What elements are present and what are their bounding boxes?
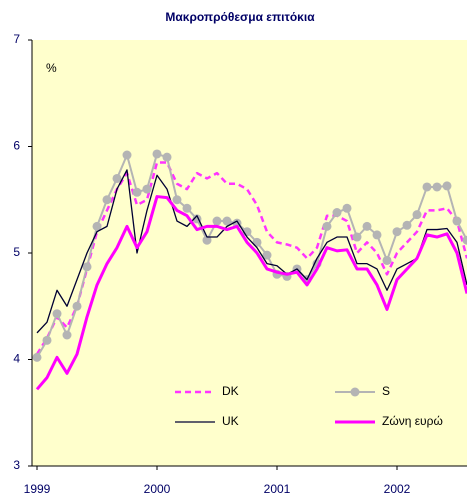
- point: [262, 250, 272, 260]
- x-tick-label: 1999: [24, 482, 51, 496]
- point: [132, 187, 142, 197]
- chart-title: Μακροπρόθεσμα επιτόκια: [165, 10, 315, 24]
- plot-area: [32, 40, 467, 466]
- point: [102, 195, 112, 205]
- point: [432, 182, 442, 192]
- y-tick-label: 7: [13, 32, 20, 46]
- y-tick-label: 3: [13, 458, 20, 472]
- y-tick-label: 4: [13, 352, 20, 366]
- point: [462, 235, 467, 245]
- x-tick-label: 2002: [384, 482, 411, 496]
- unit-label: %: [46, 61, 57, 75]
- point: [52, 309, 62, 319]
- y-tick-label: 5: [13, 245, 20, 259]
- point: [122, 150, 132, 160]
- legend-marker: [350, 387, 360, 397]
- point: [152, 149, 162, 159]
- point: [382, 255, 392, 265]
- point: [422, 182, 432, 192]
- x-tick-label: 2000: [144, 482, 171, 496]
- point: [72, 301, 82, 311]
- point: [392, 227, 402, 237]
- point: [442, 181, 452, 191]
- point: [352, 232, 362, 242]
- point: [452, 216, 462, 226]
- y-tick-label: 6: [13, 139, 20, 153]
- point: [112, 173, 122, 183]
- point: [42, 335, 52, 345]
- point: [412, 210, 422, 220]
- point: [332, 208, 342, 218]
- x-tick-label: 2001: [264, 482, 291, 496]
- point: [82, 262, 92, 272]
- point: [342, 203, 352, 213]
- point: [172, 195, 182, 205]
- point: [252, 237, 262, 247]
- series-line: [35, 161, 467, 355]
- point: [32, 352, 42, 362]
- point: [62, 330, 72, 340]
- point: [362, 221, 372, 231]
- point: [222, 216, 232, 226]
- series-line: [35, 195, 467, 391]
- series-group: [32, 149, 467, 391]
- legend-label: UK: [222, 414, 239, 428]
- point: [182, 203, 192, 213]
- legend-label: S: [382, 384, 390, 398]
- legend-label: Ζώνη ευρώ: [382, 414, 443, 428]
- legend-label: DK: [222, 384, 239, 398]
- series-line: [36, 169, 467, 334]
- point: [202, 235, 212, 245]
- point: [162, 152, 172, 162]
- point: [322, 221, 332, 231]
- point: [372, 230, 382, 240]
- point: [402, 220, 412, 230]
- point: [212, 216, 222, 226]
- point: [142, 184, 152, 194]
- point: [92, 221, 102, 231]
